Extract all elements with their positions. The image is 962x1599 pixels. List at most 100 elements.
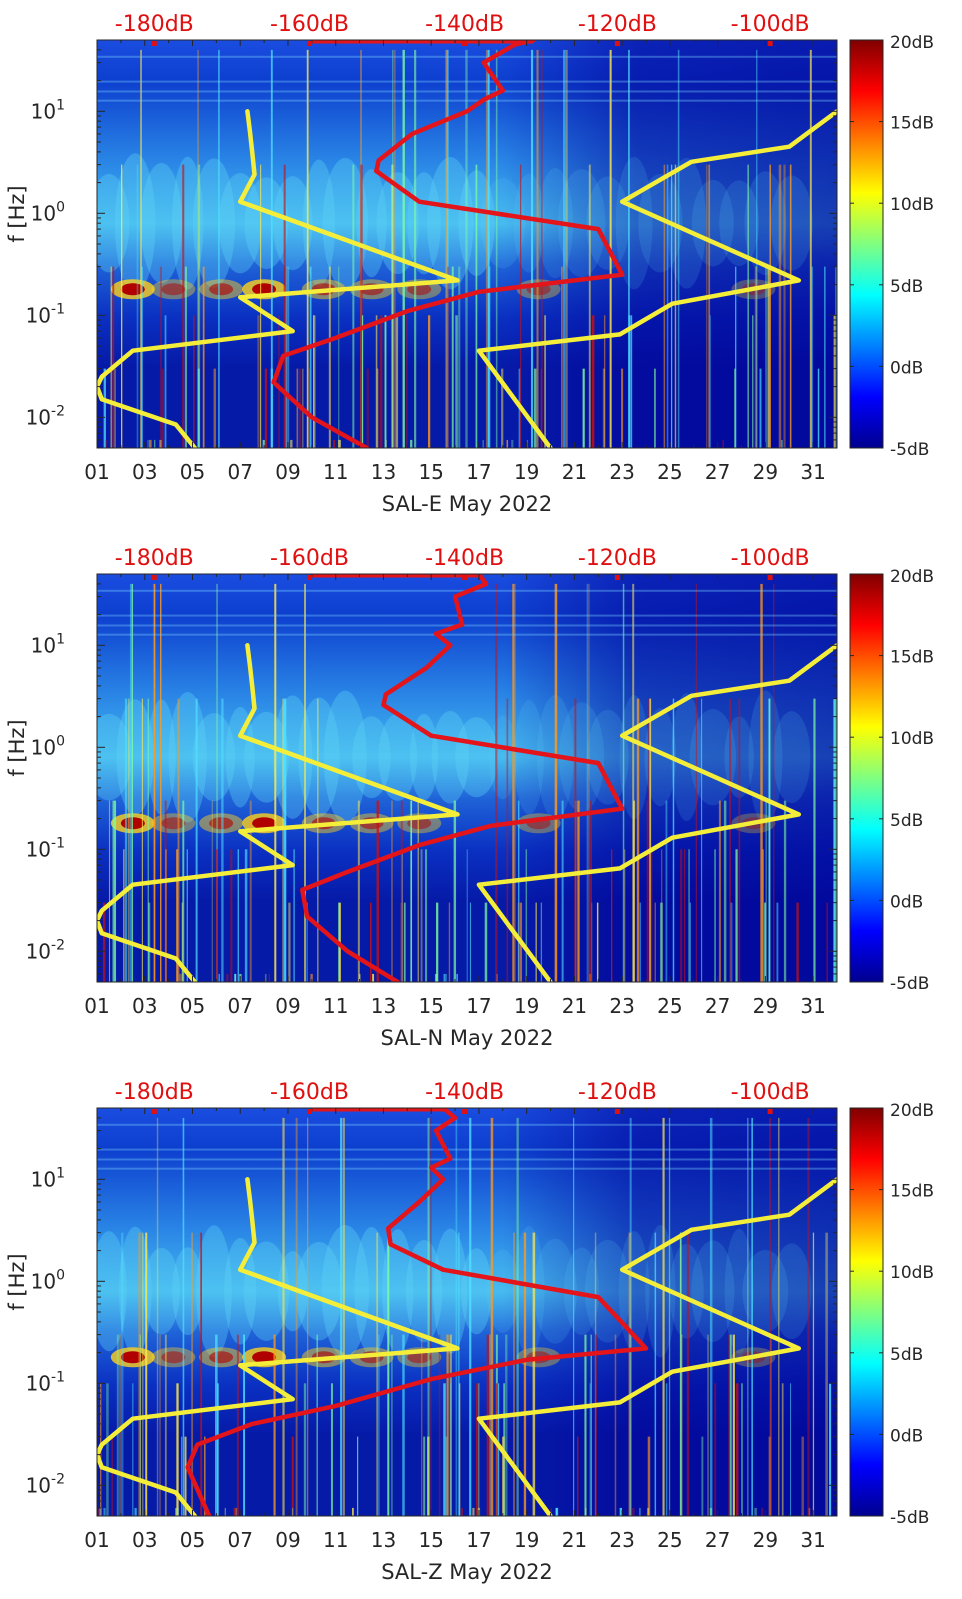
x-tick-label: 01 — [84, 460, 109, 484]
y-axis-label: f [Hz] — [5, 719, 29, 776]
x-tick-label: 07 — [227, 994, 252, 1018]
x-tick-label: 05 — [180, 1528, 205, 1552]
x-tick-label: 17 — [466, 994, 491, 1018]
spectrogram-chart-sal-e: 01 03 05 07 09 11 13 15 17 19 21 23 25 27 29 31 10-2 10-1… — [5, 12, 934, 516]
top-db-label: -160dB — [270, 12, 349, 37]
x-tick-label: 31 — [800, 460, 825, 484]
colorbar-tick-label: 0dB — [890, 892, 923, 912]
x-tick-label: 21 — [562, 460, 587, 484]
colorbar-tick-label: -5dB — [890, 974, 929, 994]
x-tick-label: 29 — [753, 994, 778, 1018]
top-db-label: -140dB — [425, 1080, 504, 1105]
top-db-tick — [767, 1109, 773, 1114]
x-tick-label: 07 — [227, 460, 252, 484]
colorbar-tick-label: 10dB — [890, 1263, 934, 1283]
red-curve — [271, 40, 625, 448]
top-db-tick — [151, 1109, 157, 1114]
yellow-curve-right — [476, 1177, 837, 1516]
x-tick-label: 25 — [657, 460, 682, 484]
spectrogram-panel-sal-z: 01 03 05 07 09 11 13 15 17 19 21 23 25 27 29 31 10-2 10-1… — [0, 1068, 962, 1590]
colorbar-tick-label: 20dB — [890, 33, 934, 53]
x-tick-label: 27 — [705, 994, 730, 1018]
colorbar-tick-label: -5dB — [890, 1508, 929, 1528]
top-db-label: -140dB — [425, 546, 504, 571]
x-tick-label: 21 — [562, 994, 587, 1018]
spectrogram-image — [97, 1108, 837, 1516]
top-db-label: -120dB — [578, 546, 657, 571]
y-tick-label: 10-1 — [26, 835, 65, 861]
y-tick-label: 100 — [31, 1267, 65, 1293]
x-tick-label: 15 — [418, 1528, 443, 1552]
colorbar-tick-label: 5dB — [890, 811, 923, 831]
spectrogram-panel-sal-e: 01 03 05 07 09 11 13 15 17 19 21 23 25 27 29 31 10-2 10-1… — [0, 0, 962, 522]
top-db-label: -100dB — [731, 1080, 810, 1105]
red-curve — [185, 1108, 649, 1516]
y-axis-label: f [Hz] — [5, 185, 29, 242]
x-tick-label: 17 — [466, 460, 491, 484]
colorbar — [849, 573, 884, 983]
colorbar — [849, 39, 884, 449]
x-tick-label: 09 — [275, 1528, 300, 1552]
x-tick-label: 03 — [132, 1528, 157, 1552]
colorbar-tick-label: -5dB — [890, 440, 929, 460]
spectrogram-chart-sal-z: 01 03 05 07 09 11 13 15 17 19 21 23 25 27 29 31 10-2 10-1… — [5, 1080, 934, 1584]
x-tick-label: 07 — [227, 1528, 252, 1552]
top-db-tick — [767, 575, 773, 580]
top-db-tick — [614, 575, 620, 580]
top-db-tick — [614, 1109, 620, 1114]
top-db-tick — [767, 41, 773, 46]
y-tick-label: 100 — [31, 199, 65, 225]
x-tick-label: 13 — [371, 994, 396, 1018]
colorbar-tick-label: 15dB — [890, 114, 934, 134]
spectrogram-image — [97, 574, 837, 982]
colorbar-tick-label: 20dB — [890, 567, 934, 587]
top-db-tick — [306, 1109, 312, 1114]
x-tick-label: 15 — [418, 460, 443, 484]
colorbar-tick-label: 5dB — [890, 277, 923, 297]
yellow-curve-right — [476, 643, 837, 982]
top-db-label: -100dB — [731, 12, 810, 37]
top-db-tick — [462, 575, 468, 580]
top-db-label: -180dB — [115, 1080, 194, 1105]
x-tick-label: 27 — [705, 1528, 730, 1552]
top-db-label: -160dB — [270, 546, 349, 571]
top-db-tick — [151, 575, 157, 580]
top-db-label: -180dB — [115, 546, 194, 571]
colorbar-tick-label: 15dB — [890, 1182, 934, 1202]
top-db-label: -100dB — [731, 546, 810, 571]
colorbar-tick-label: 5dB — [890, 1345, 923, 1365]
x-tick-label: 25 — [657, 1528, 682, 1552]
x-tick-label: 19 — [514, 994, 539, 1018]
x-tick-label: 09 — [275, 994, 300, 1018]
top-db-tick — [151, 41, 157, 46]
top-db-label: -120dB — [578, 12, 657, 37]
x-tick-label: 01 — [84, 1528, 109, 1552]
top-db-label: -140dB — [425, 12, 504, 37]
y-axis-label: f [Hz] — [5, 1253, 29, 1310]
top-db-tick — [306, 41, 312, 46]
x-tick-label: 03 — [132, 994, 157, 1018]
red-curve — [300, 574, 625, 982]
x-axis-label: SAL-N May 2022 — [381, 1026, 554, 1050]
yellow-curve-left — [97, 109, 460, 448]
x-tick-label: 19 — [514, 1528, 539, 1552]
spectrogram-image — [97, 40, 837, 448]
x-tick-label: 23 — [609, 1528, 634, 1552]
colorbar-tick-label: 0dB — [890, 358, 923, 378]
x-axis-label: SAL-E May 2022 — [382, 492, 552, 516]
x-tick-label: 01 — [84, 994, 109, 1018]
x-tick-label: 03 — [132, 460, 157, 484]
colorbar — [849, 1107, 884, 1517]
top-db-tick — [306, 575, 312, 580]
x-tick-label: 13 — [371, 1528, 396, 1552]
x-tick-label: 19 — [514, 460, 539, 484]
x-axis-label: SAL-Z May 2022 — [381, 1560, 553, 1584]
x-tick-label: 31 — [800, 994, 825, 1018]
top-db-tick — [462, 1109, 468, 1114]
y-tick-label: 10-2 — [26, 937, 65, 963]
x-tick-label: 05 — [180, 994, 205, 1018]
x-tick-label: 17 — [466, 1528, 491, 1552]
colorbar-tick-label: 20dB — [890, 1101, 934, 1121]
colorbar-tick-label: 10dB — [890, 729, 934, 749]
colorbar-tick-label: 0dB — [890, 1426, 923, 1446]
